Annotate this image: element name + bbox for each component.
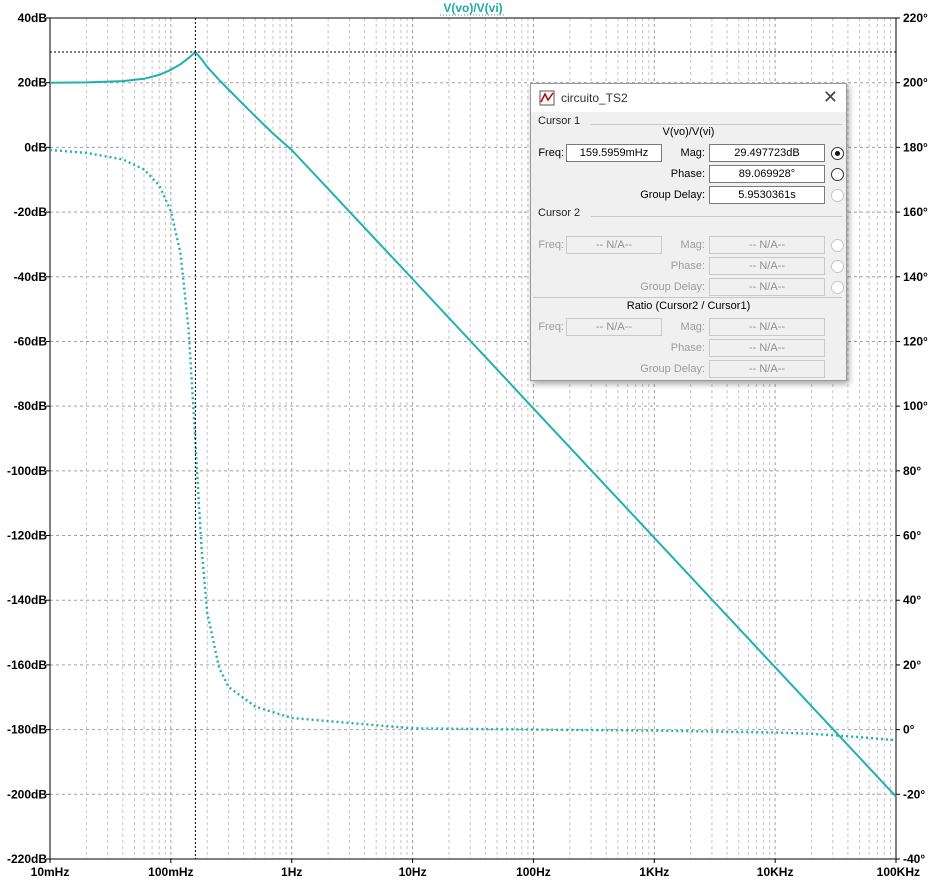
mag-label: Mag: <box>680 239 705 251</box>
y-left-tick-label: -160dB <box>7 658 47 672</box>
freq-label: Freq: <box>538 147 564 159</box>
freq-label: Freq: <box>538 321 564 333</box>
cursor1-group-delay-radio[interactable] <box>831 189 844 202</box>
group-delay-label: Group Delay: <box>640 189 705 201</box>
ratio-mag-field[interactable]: -- N/A-- <box>709 318 825 336</box>
cursor1-expression: V(vo)/V(vi) <box>662 126 715 138</box>
cursor1-mag-radio[interactable] <box>831 147 844 160</box>
y-left-tick-label: -140dB <box>7 593 47 607</box>
y-left-tick-label: 0dB <box>24 140 47 154</box>
dialog-titlebar[interactable]: circuito_TS2 ✕ <box>531 84 846 112</box>
y-left-tick-label: -80dB <box>14 399 48 413</box>
ratio-phase-field[interactable]: -- N/A-- <box>709 339 825 357</box>
x-tick-labels: 10mHz 100mHz 1Hz 10Hz 100Hz 1KHz 10KHz 100KHz <box>31 859 920 879</box>
series-group <box>49 51 897 798</box>
x-tick-label: 100Hz <box>516 865 551 879</box>
ltspice-plot-icon <box>539 90 555 106</box>
y-right-tick-label: -20° <box>903 787 925 801</box>
y-right-tick-label: 100° <box>903 399 928 413</box>
series-line-phase <box>49 148 897 742</box>
cursor1-mag-field[interactable]: 29.497723dB <box>709 144 825 162</box>
cursor1-section-label: Cursor 1 <box>538 115 581 127</box>
y-right-tick-label: 120° <box>903 334 928 348</box>
dialog-title: circuito_TS2 <box>561 91 628 105</box>
y-right-tick-label: 140° <box>903 270 928 284</box>
ratio-group-delay-field[interactable]: -- N/A-- <box>709 360 825 378</box>
y-right-tick-label: 160° <box>903 205 928 219</box>
divider <box>591 124 842 125</box>
y-right-tick-label: 220° <box>903 11 928 25</box>
mag-label: Mag: <box>680 321 705 333</box>
cursor2-group-delay-radio[interactable] <box>831 281 844 294</box>
y-right-tick-labels: 220° 200° 180° 160° 140° 120° 100° 80° 60° 40° 20°… <box>896 11 928 866</box>
cursor1-phase-radio[interactable] <box>831 168 844 181</box>
cursor2-mag-field[interactable]: -- N/A-- <box>709 236 825 254</box>
divider <box>591 216 842 217</box>
divider <box>533 297 842 298</box>
mag-label: Mag: <box>680 147 705 159</box>
y-right-tick-label: 60° <box>903 529 921 543</box>
y-right-tick-label: 180° <box>903 140 928 154</box>
y-left-tick-label: -220dB <box>7 852 47 866</box>
y-right-tick-label: 200° <box>903 76 928 90</box>
y-left-tick-label: -180dB <box>7 723 47 737</box>
y-right-tick-label: 40° <box>903 593 921 607</box>
phase-label: Phase: <box>670 342 705 354</box>
x-tick-label: 10Hz <box>399 865 427 879</box>
cursor1-group-delay-field[interactable]: 5.9530361s <box>709 186 825 204</box>
freq-label: Freq: <box>538 239 564 251</box>
plot-frame <box>49 17 897 860</box>
x-tick-label: 1Hz <box>281 865 302 879</box>
cursor-dialog[interactable]: circuito_TS2 ✕ Cursor 1 V(vo)/V(vi) Freq… <box>530 83 847 381</box>
y-right-tick-label: 0° <box>903 723 915 737</box>
y-right-tick-label: -40° <box>903 852 925 866</box>
y-right-tick-label: 80° <box>903 464 921 478</box>
cursor1-phase-field[interactable]: 89.069928° <box>709 165 825 183</box>
y-left-tick-label: -120dB <box>7 529 47 543</box>
cursor2-group-delay-field[interactable]: -- N/A-- <box>709 278 825 296</box>
cursor2-section-label: Cursor 2 <box>538 207 581 219</box>
x-tick-label: 10KHz <box>757 865 794 879</box>
radio-selected-dot <box>835 151 840 156</box>
group-delay-label: Group Delay: <box>640 363 705 375</box>
y-left-tick-label: -20dB <box>14 205 48 219</box>
cursor2-phase-field[interactable]: -- N/A-- <box>709 257 825 275</box>
series-line-magnitude <box>49 51 897 798</box>
cursor2-freq-field[interactable]: -- N/A-- <box>566 236 662 254</box>
group-delay-label: Group Delay: <box>640 281 705 293</box>
close-icon[interactable]: ✕ <box>822 87 838 107</box>
cursor-crosshair[interactable] <box>50 18 896 859</box>
phase-label: Phase: <box>670 260 705 272</box>
y-left-tick-label: -100dB <box>7 464 47 478</box>
x-tick-label: 100mHz <box>148 865 193 879</box>
x-tick-label: 1KHz <box>639 865 669 879</box>
y-left-tick-labels: 40dB 20dB 0dB -20dB -40dB -60dB -80dB -100dB -12… <box>7 11 50 866</box>
phase-label: Phase: <box>670 168 705 180</box>
y-left-tick-label: 40dB <box>18 11 48 25</box>
y-right-tick-label: 20° <box>903 658 921 672</box>
y-left-tick-label: -200dB <box>7 787 47 801</box>
ratio-freq-field[interactable]: -- N/A-- <box>566 318 662 336</box>
cursor2-mag-radio[interactable] <box>831 239 844 252</box>
ratio-section-label: Ratio (Cursor2 / Cursor1) <box>626 300 751 312</box>
y-left-tick-label: -40dB <box>14 270 48 284</box>
x-tick-label: 100KHz <box>877 865 920 879</box>
y-left-tick-label: 20dB <box>18 76 48 90</box>
cursor1-freq-field[interactable]: 159.5959mHz <box>566 144 662 162</box>
chart-title[interactable]: V(vo)/V(vi) <box>443 1 502 15</box>
y-left-tick-label: -60dB <box>14 334 48 348</box>
x-tick-label: 10mHz <box>31 865 70 879</box>
cursor2-phase-radio[interactable] <box>831 260 844 273</box>
